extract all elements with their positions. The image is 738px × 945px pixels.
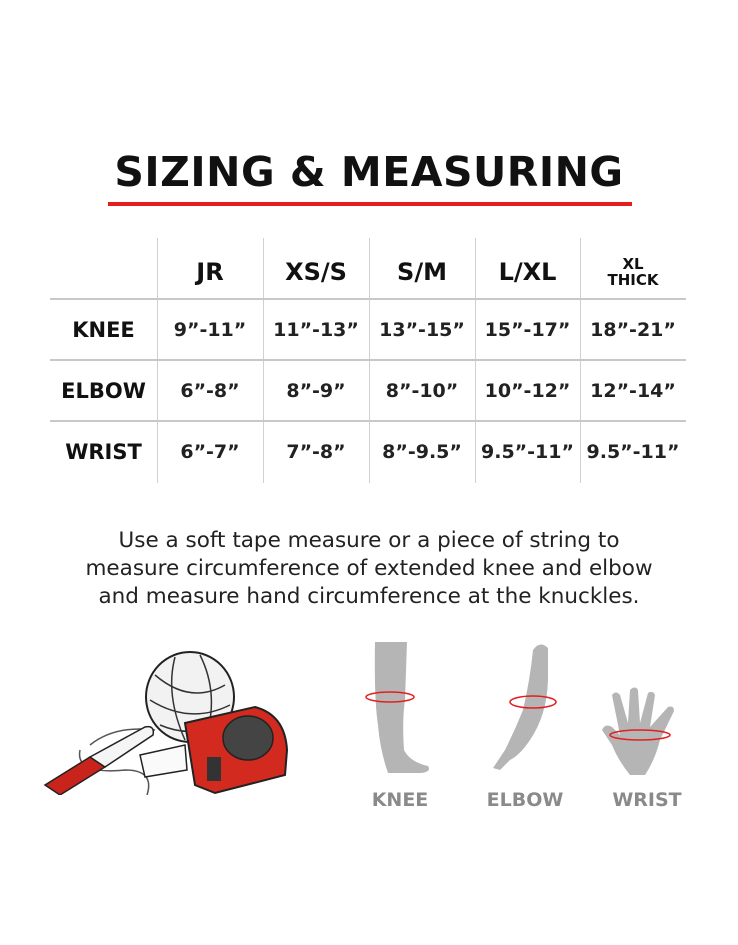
instruction-line: measure circumference of extended knee a… [85, 556, 653, 581]
row-label: ELBOW [61, 378, 146, 403]
size-range-cell: 8”-9” [286, 379, 346, 402]
page-title: SIZING & MEASURING [114, 148, 624, 196]
row-divider [50, 298, 686, 300]
size-range-cell: 9.5”-11” [481, 440, 574, 463]
row-divider [50, 420, 686, 422]
column-header: XL THICK [580, 244, 686, 299]
row-label: WRIST [65, 439, 142, 464]
instructions: Use a soft tape measure or a piece of st… [0, 527, 738, 611]
size-range-cell: 8”-10” [385, 379, 459, 402]
column-header-text: XS/S [285, 257, 347, 286]
wrist-label: WRIST [612, 789, 682, 811]
column-header: XS/S [263, 244, 369, 299]
column-header-text: JR [196, 257, 224, 286]
column-header-text: XL [622, 254, 644, 273]
column-header: S/M [369, 244, 475, 299]
knee-measure-loop-icon [365, 691, 415, 703]
size-range-cell: 15”-17” [484, 318, 571, 341]
knee-label: KNEE [371, 789, 429, 811]
size-range-cell: 10”-12” [484, 379, 571, 402]
size-range-cell: 9”-11” [173, 318, 247, 341]
size-range-cell: 12”-14” [590, 379, 676, 402]
size-range-cell: 9.5”-11” [586, 440, 680, 463]
size-range-cell: 6”-8” [180, 379, 240, 402]
row-label: KNEE [72, 317, 135, 342]
title-underline [108, 202, 632, 206]
tape-measure-icon [139, 705, 289, 795]
leg-icon [365, 642, 429, 773]
wrist-measure-loop-icon [609, 729, 671, 741]
column-header-text: L/XL [498, 257, 557, 286]
size-range-cell: 8”-9.5” [382, 440, 462, 463]
column-header-text: S/M [397, 257, 447, 286]
size-range-cell: 11”-13” [273, 318, 359, 341]
instruction-line: and measure hand circumference at the kn… [98, 584, 640, 609]
size-range-cell: 13”-15” [379, 318, 465, 341]
size-range-cell: 6”-7” [180, 440, 240, 463]
size-range-cell: 18”-21” [590, 318, 676, 341]
marker-pen-icon [43, 725, 155, 795]
column-header: L/XL [475, 244, 580, 299]
hand-icon [602, 687, 674, 775]
arm-icon [493, 644, 557, 770]
column-header: JR [157, 244, 263, 299]
size-range-cell: 7”-8” [286, 440, 346, 463]
elbow-measure-loop-icon [509, 695, 557, 709]
elbow-label: ELBOW [486, 789, 564, 811]
instruction-line: Use a soft tape measure or a piece of st… [118, 528, 620, 553]
row-divider [50, 359, 686, 361]
measuring-tools-illustration [43, 651, 289, 795]
column-header-text: THICK [607, 270, 659, 289]
